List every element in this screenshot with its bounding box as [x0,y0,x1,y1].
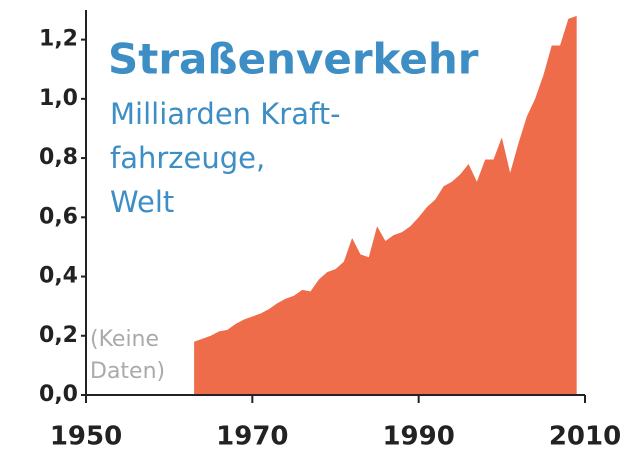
y-tick-label: 0,0 [39,382,78,407]
chart-title: Straßenverkehr [108,35,479,84]
subtitle: Welt [110,185,174,219]
annotation: Daten) [90,359,165,384]
y-tick-label: 0,4 [39,264,78,289]
x-tick-label: 1970 [216,422,288,452]
x-tick-label: 1950 [50,422,122,452]
x-tick-label: 1990 [382,422,454,452]
area [194,15,577,396]
subtitle: Milliarden Kraft- [110,97,341,131]
y-tick-label: 0,6 [39,204,78,229]
y-tick-label: 0,2 [39,323,78,348]
y-tick-label: 1,2 [39,27,78,52]
y-tick-label: 1,0 [39,86,78,111]
y-tick-label: 0,8 [39,145,78,170]
x-tick-label: 2010 [549,422,621,452]
annotation: (Keine [90,327,159,352]
subtitle: fahrzeuge, [110,141,265,175]
